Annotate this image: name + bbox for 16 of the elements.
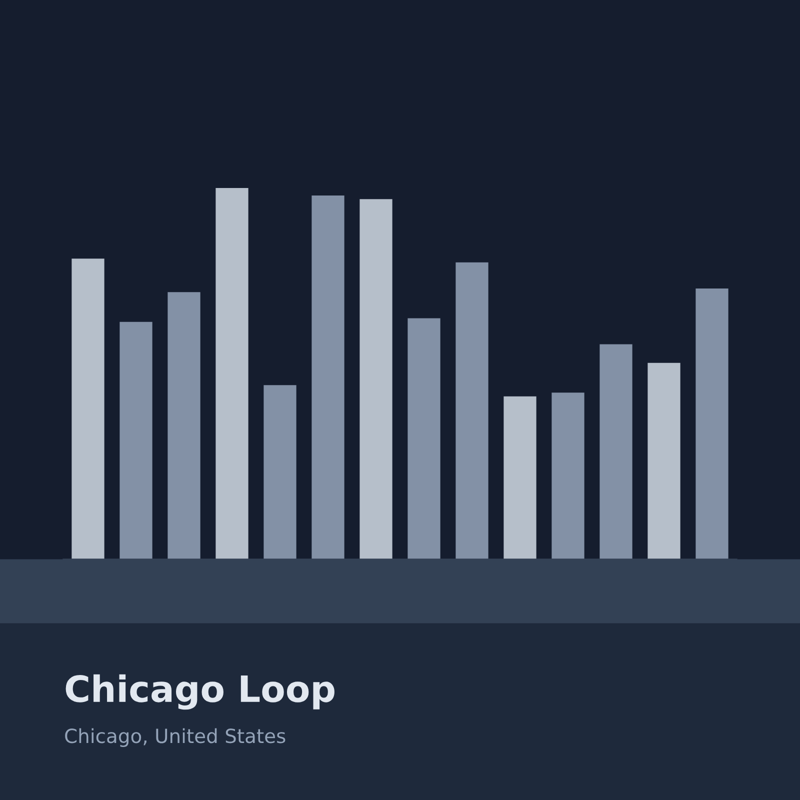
bar bbox=[216, 188, 248, 560]
bar bbox=[648, 362, 680, 560]
text: Chicago Loop bbox=[66, 674, 334, 710]
bar bbox=[120, 322, 152, 560]
bar bbox=[600, 344, 632, 560]
bar bbox=[696, 288, 728, 560]
bar bbox=[72, 258, 104, 560]
bar bbox=[264, 385, 296, 560]
bar bbox=[168, 292, 200, 560]
bar bbox=[312, 195, 344, 560]
bar bbox=[552, 392, 584, 560]
bar bbox=[360, 199, 392, 560]
bar bbox=[504, 396, 536, 560]
bar bbox=[456, 262, 488, 560]
text: Chicago, United States bbox=[65, 728, 286, 748]
bar bbox=[408, 318, 440, 560]
